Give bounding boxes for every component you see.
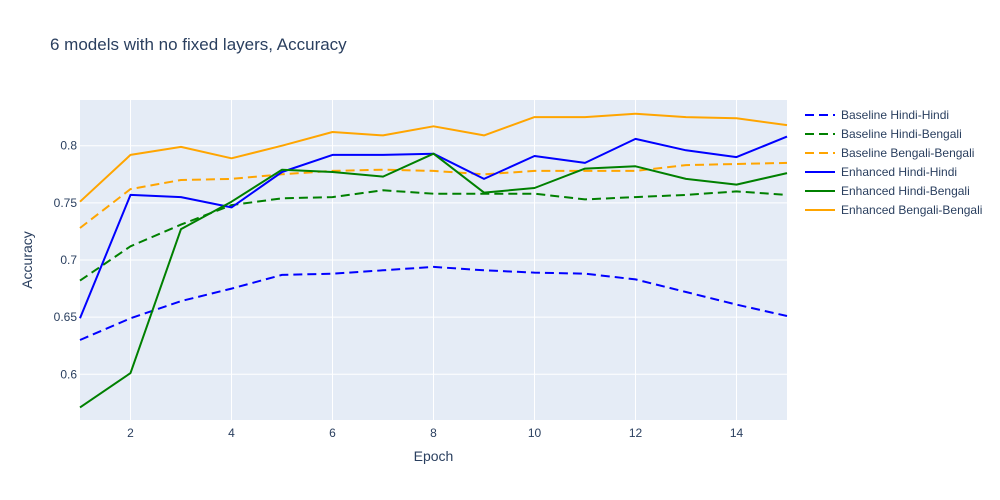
y-tick-label: 0.65 (54, 310, 78, 324)
legend-label: Enhanced Hindi-Bengali (841, 184, 970, 198)
y-axis-ticks: 0.6 0.65 0.7 0.75 0.8 (54, 139, 78, 382)
chart-title: 6 models with no fixed layers, Accuracy (50, 35, 347, 54)
y-tick-label: 0.6 (60, 367, 77, 381)
legend-label: Enhanced Bengali-Bengali (841, 203, 982, 217)
legend-item[interactable]: Enhanced Hindi-Hindi (805, 165, 957, 179)
y-tick-label: 0.75 (54, 196, 78, 210)
legend-item[interactable]: Baseline Bengali-Bengali (805, 146, 974, 160)
series-line-5 (79, 152, 788, 409)
x-axis-ticks: 2 4 6 8 10 12 14 (127, 426, 743, 440)
y-tick-label: 0.8 (60, 139, 77, 153)
x-tick-label: 10 (528, 426, 542, 440)
legend-label: Enhanced Hindi-Hindi (841, 165, 957, 179)
legend-item[interactable]: Baseline Hindi-Bengali (805, 127, 962, 141)
x-tick-label: 12 (629, 426, 643, 440)
x-tick-label: 8 (430, 426, 437, 440)
legend-label: Baseline Hindi-Hindi (841, 108, 949, 122)
legend-item[interactable]: Baseline Hindi-Hindi (805, 108, 949, 122)
y-tick-label: 0.7 (60, 253, 77, 267)
y-axis-title: Accuracy (19, 231, 35, 289)
series-line-1 (79, 265, 788, 341)
legend-item[interactable]: Enhanced Bengali-Bengali (805, 203, 982, 217)
x-tick-label: 14 (730, 426, 744, 440)
series-lines (79, 112, 788, 409)
series-line-6 (79, 112, 788, 203)
legend-item[interactable]: Enhanced Hindi-Bengali (805, 184, 970, 198)
x-axis-title: Epoch (414, 448, 454, 464)
x-tick-label: 4 (228, 426, 235, 440)
x-tick-label: 6 (329, 426, 336, 440)
legend[interactable]: Baseline Hindi-Hindi Baseline Hindi-Benga… (805, 108, 982, 217)
series-line-3 (79, 161, 788, 229)
gridlines (80, 100, 787, 420)
series-line-2 (79, 189, 788, 282)
legend-label: Baseline Hindi-Bengali (841, 127, 962, 141)
legend-label: Baseline Bengali-Bengali (841, 146, 974, 160)
x-tick-label: 2 (127, 426, 134, 440)
